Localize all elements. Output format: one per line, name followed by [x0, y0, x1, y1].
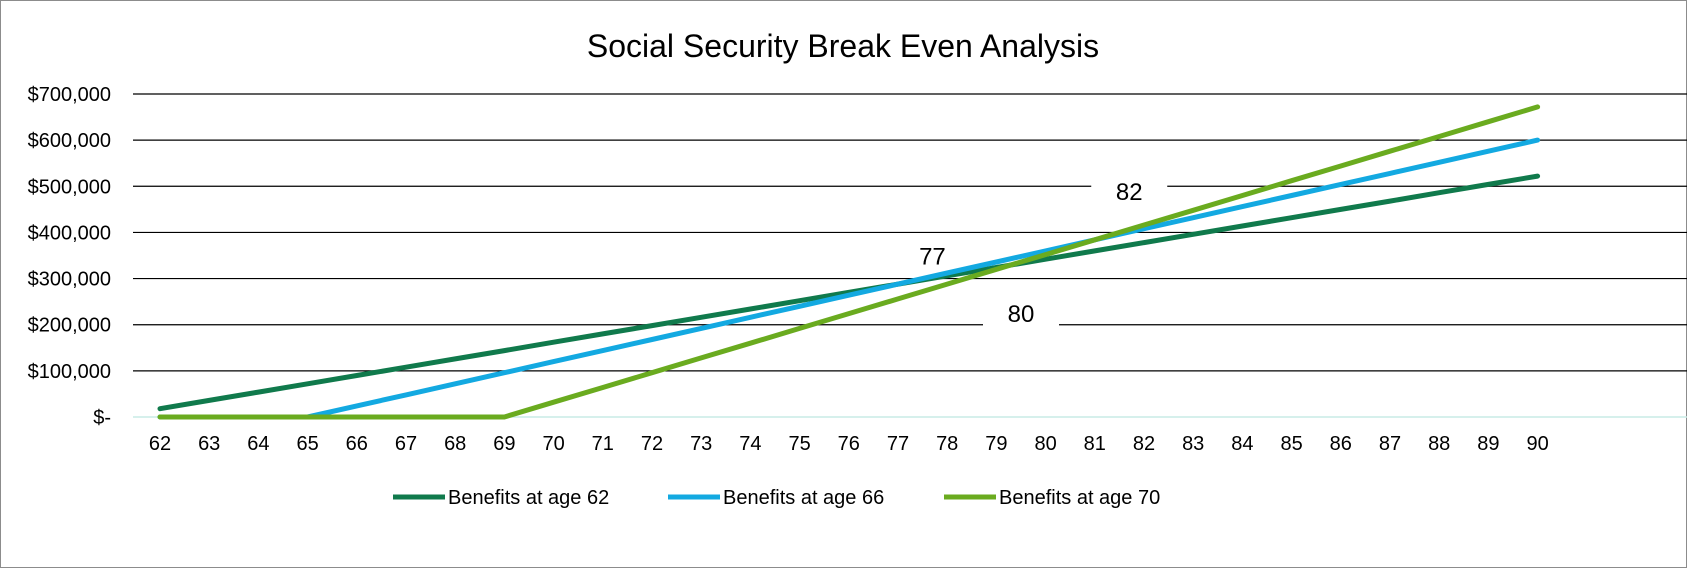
x-tick-label: 69 — [493, 433, 515, 455]
x-tick-label: 64 — [247, 433, 269, 455]
annotation-box — [983, 293, 1059, 334]
x-tick-label: 83 — [1182, 433, 1204, 455]
annotation-box — [1091, 170, 1168, 211]
x-tick-label: 70 — [542, 433, 564, 455]
x-tick-label: 76 — [838, 433, 860, 455]
x-tick-label: 87 — [1379, 433, 1401, 455]
legend: Benefits at age 62 Benefits at age 66 Bene… — [393, 487, 1160, 509]
x-tick-label: 88 — [1428, 433, 1450, 455]
x-tick-label: 65 — [296, 433, 318, 455]
x-tick-label: 79 — [985, 433, 1007, 455]
x-tick-label: 78 — [936, 433, 958, 455]
x-tick-label: 71 — [592, 433, 614, 455]
legend-label: Benefits at age 70 — [999, 487, 1160, 509]
x-tick-label: 89 — [1477, 433, 1499, 455]
x-tick-label: 63 — [198, 433, 220, 455]
x-tick-label: 85 — [1280, 433, 1302, 455]
x-tick-label: 77 — [887, 433, 909, 455]
x-tick-label: 81 — [1084, 433, 1106, 455]
series-line-1 — [157, 173, 1541, 412]
x-tick-label: 66 — [346, 433, 368, 455]
y-tick-label: $400,000 — [28, 222, 111, 244]
y-tick-label: $200,000 — [28, 315, 111, 337]
x-tick-label: 80 — [1034, 433, 1056, 455]
x-axis-tick-labels: 62 63 64 65 66 67 68 69 70 71 72 73 74 75 76 77 78 79 80 81… — [149, 433, 1549, 455]
chart-title: Social Security Break Even Analysis — [587, 28, 1099, 64]
x-tick-label: 86 — [1330, 433, 1352, 455]
y-tick-label: $100,000 — [28, 361, 111, 383]
annotation-label: 80 — [1008, 301, 1035, 328]
legend-label: Benefits at age 62 — [448, 487, 609, 509]
x-tick-label: 68 — [444, 433, 466, 455]
x-tick-label: 67 — [395, 433, 417, 455]
x-tick-label: 62 — [149, 433, 171, 455]
y-tick-label: $300,000 — [28, 269, 111, 291]
x-tick-label: 82 — [1133, 433, 1155, 455]
x-tick-label: 75 — [788, 433, 810, 455]
x-tick-label: 72 — [641, 433, 663, 455]
series-line-3 — [157, 104, 1541, 420]
x-tick-label: 74 — [739, 433, 761, 455]
legend-label: Benefits at age 66 — [723, 487, 884, 509]
y-axis-tick-labels: $- $100,000 $200,000 $300,000 $400,000 $500,0… — [28, 84, 111, 429]
y-tick-label: $500,000 — [28, 176, 111, 198]
y-tick-label: $700,000 — [28, 84, 111, 106]
annotations: 77 82 80 — [894, 170, 1168, 334]
y-tick-label: $- — [93, 407, 111, 429]
series-lines — [157, 104, 1541, 420]
x-tick-label: 90 — [1526, 433, 1548, 455]
y-tick-label: $600,000 — [28, 130, 111, 152]
annotation-label: 82 — [1116, 179, 1143, 206]
x-tick-label: 84 — [1231, 433, 1253, 455]
x-tick-label: 73 — [690, 433, 712, 455]
series-line-2 — [157, 137, 1541, 420]
annotation-label: 77 — [919, 244, 946, 271]
